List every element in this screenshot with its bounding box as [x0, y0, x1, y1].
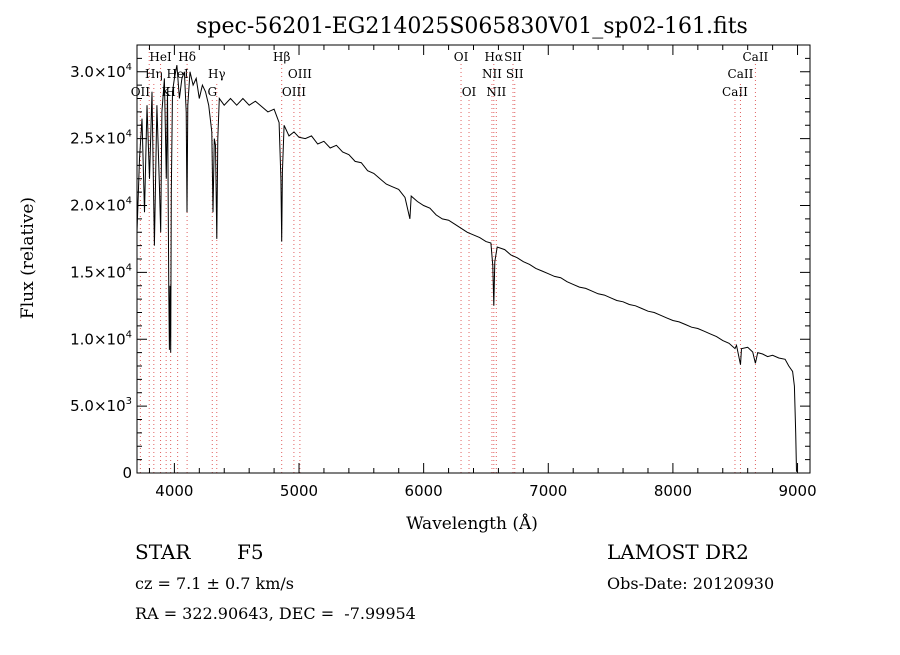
- line-marker-label: CaII: [742, 50, 768, 64]
- line-markers: OIIHηHeIKHHeIHδGHγHβOIIIOIIIOIOINIIHαNII…: [131, 45, 769, 473]
- line-marker-label: Hδ: [178, 50, 196, 64]
- line-marker-label: H: [165, 85, 175, 99]
- ra-dec: RA = 322.90643, DEC = -7.99954: [135, 604, 416, 623]
- line-marker-label: CaII: [728, 67, 754, 81]
- y-tick-label: 2.5×104: [70, 129, 132, 148]
- line-marker-label: SII: [506, 67, 524, 81]
- chart-title: spec-56201-EG214025S065830V01_sp02-161.f…: [196, 14, 748, 39]
- spectrum-line: [136, 65, 797, 472]
- object-class: STAR: [135, 540, 191, 564]
- y-tick-label: 3.0×104: [70, 62, 132, 81]
- line-marker-label: G: [207, 85, 217, 99]
- axes: 4000 5000 6000 7000 8000 9000 0 5.0×103 1.0×104 1…: [70, 44, 817, 500]
- x-tick-label: 4000: [155, 482, 193, 500]
- y-tick-label: 1.0×104: [70, 329, 132, 348]
- x-tick-label: 8000: [654, 482, 692, 500]
- line-marker-label: Hβ: [273, 50, 290, 64]
- redshift-cz: cz = 7.1 ± 0.7 km/s: [135, 574, 294, 593]
- line-marker-label: OII: [131, 85, 151, 99]
- spectrum-series: [136, 65, 797, 472]
- line-marker-label: Hα: [485, 50, 504, 64]
- line-marker-label: K: [162, 85, 172, 99]
- x-tick-label: 9000: [778, 482, 816, 500]
- line-marker-label: Hη: [145, 67, 163, 81]
- line-marker-label: CaII: [722, 85, 748, 99]
- x-tick-label: 5000: [280, 482, 318, 500]
- line-marker-label: NII: [482, 67, 502, 81]
- line-marker-label: SII: [504, 50, 522, 64]
- line-marker-label: OIII: [282, 85, 306, 99]
- y-tick-label: 1.5×104: [70, 262, 132, 281]
- obs-date: Obs-Date: 20120930: [607, 574, 775, 593]
- y-tick-label: 5.0×103: [70, 396, 132, 415]
- y-tick-label: 0: [122, 464, 132, 482]
- line-marker-label: NII: [486, 85, 506, 99]
- y-axis-label: Flux (relative): [18, 197, 38, 319]
- x-axis-label: Wavelength (Å): [406, 513, 538, 534]
- plot-frame: [136, 44, 811, 474]
- y-tick-label: 2.0×104: [70, 196, 132, 215]
- line-marker-label: HeI: [149, 50, 172, 64]
- line-marker-label: OI: [462, 85, 477, 99]
- line-marker-label: OI: [454, 50, 469, 64]
- x-tick-label: 7000: [529, 482, 567, 500]
- survey-name: LAMOST DR2: [607, 540, 749, 564]
- line-marker-label: OIII: [288, 67, 312, 81]
- object-subclass: F5: [237, 540, 264, 564]
- x-tick-label: 6000: [405, 482, 443, 500]
- line-marker-label: Hγ: [208, 67, 226, 81]
